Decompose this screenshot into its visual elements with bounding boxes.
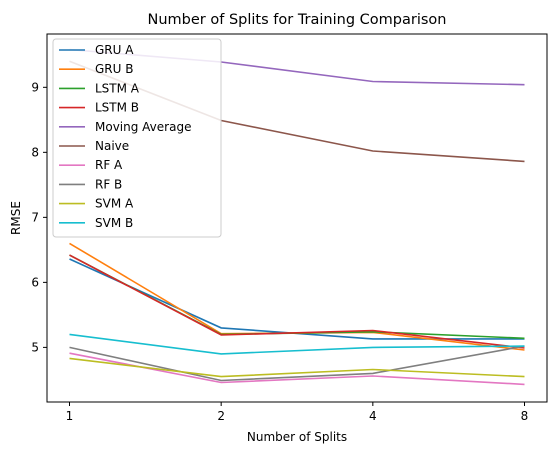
series-line-3 [69, 254, 525, 349]
legend-entry-5: Naive [95, 139, 129, 153]
y-tick-label: 8 [31, 145, 39, 159]
chart-title: Number of Splits for Training Comparison [148, 12, 447, 28]
series-line-7 [69, 345, 525, 382]
x-tick-label: 2 [217, 409, 225, 423]
series-line-8 [69, 357, 525, 378]
y-axis: 5 6 7 8 9 [31, 80, 47, 354]
series-line-9 [69, 333, 525, 355]
x-axis-label: Number of Splits [247, 430, 347, 444]
series-line-2 [69, 254, 525, 340]
x-tick-label: 4 [369, 409, 377, 423]
x-axis: 1 2 4 8 [66, 402, 529, 423]
y-tick-label: 5 [31, 340, 39, 354]
legend-entry-9: SVM B [95, 216, 133, 230]
legend-entry-7: RF B [95, 177, 122, 191]
legend-entry-6: RF A [95, 158, 123, 172]
series-line-0 [69, 258, 525, 340]
y-tick-label: 7 [31, 210, 39, 224]
x-tick-label: 1 [66, 409, 74, 423]
y-axis-label: RMSE [9, 201, 23, 235]
legend-box [52, 38, 222, 238]
legend-entry-3: LSTM B [95, 101, 139, 115]
legend-entry-2: LSTM A [95, 81, 140, 95]
plot-frame [46, 33, 548, 403]
x-tick-label: 8 [521, 409, 529, 423]
legend-entry-0: GRU A [95, 43, 134, 57]
legend-entry-4: Moving Average [95, 120, 191, 134]
legend: GRU A GRU B LSTM A LSTM B Moving Average Naiv… [52, 38, 222, 238]
legend-entry-8: SVM A [95, 197, 134, 211]
y-tick-label: 6 [31, 275, 39, 289]
legend-entry-1: GRU B [95, 62, 133, 76]
y-tick-label: 9 [31, 80, 39, 94]
